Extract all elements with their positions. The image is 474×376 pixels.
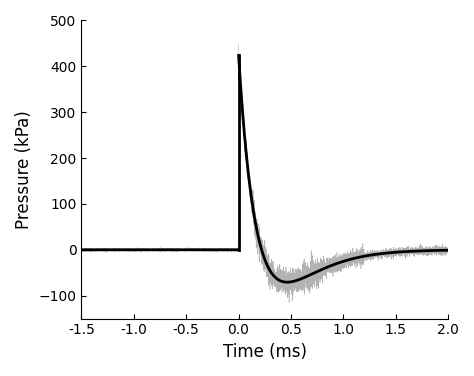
Y-axis label: Pressure (kPa): Pressure (kPa) — [15, 110, 33, 229]
X-axis label: Time (ms): Time (ms) — [223, 343, 307, 361]
